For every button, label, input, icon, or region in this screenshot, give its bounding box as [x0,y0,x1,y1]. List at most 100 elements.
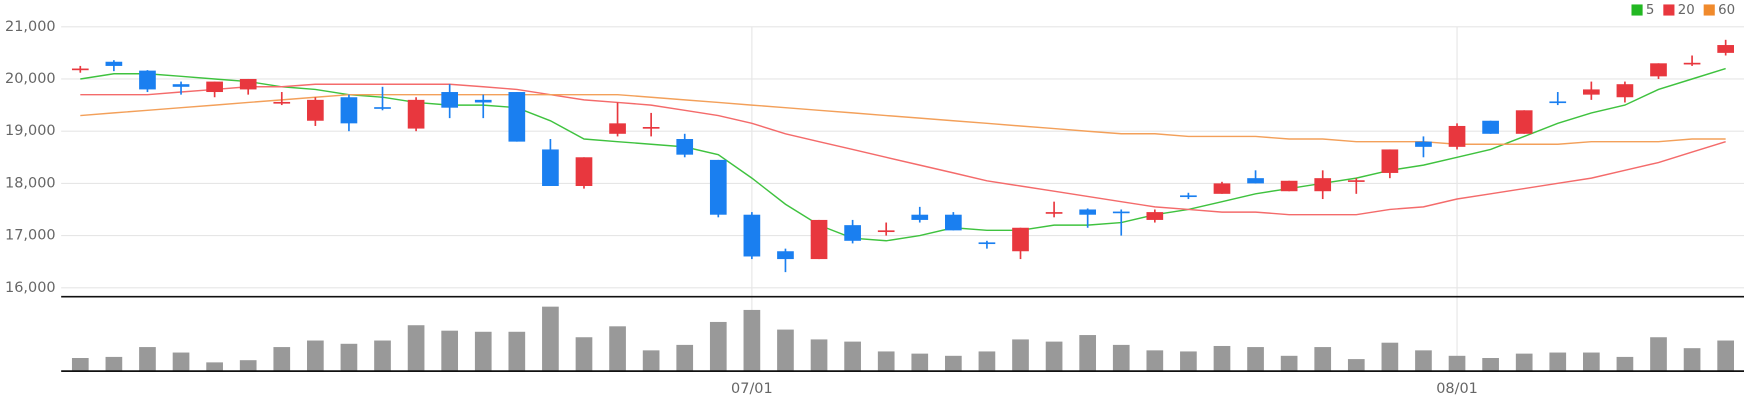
volume-bar [1347,359,1365,372]
candle-body [1180,195,1197,198]
volume-bar [1247,347,1264,372]
y-tick-label: 16,000 [5,280,56,296]
volume-bar [1683,348,1701,372]
volume-bar [877,351,895,372]
volume-bar [1448,355,1466,372]
grid: 16,000 17,000 18,000 19,000 20,000 21,000 07/0… [5,19,1744,397]
volume-bar [139,347,156,372]
volume-bar [172,352,190,372]
candle-body [172,84,190,87]
candle-body [743,214,761,257]
volume-bar [911,353,929,372]
legend-label: 60 [1718,3,1735,18]
candle-body [1347,180,1365,182]
candle-body [1616,84,1634,98]
moving-average-line [80,93,1726,145]
volume-bar [844,341,861,372]
volume-bar [474,331,492,372]
volume-bar [273,347,291,372]
candle-body [609,123,626,134]
volume-bar [1180,351,1197,372]
candle-body [1079,209,1097,215]
volume-bar [1650,337,1667,372]
marks [71,39,1735,372]
volume-bar [1717,340,1735,372]
volume-bar [1112,344,1130,372]
volume-bar [1012,339,1029,372]
volume-bar [374,340,391,372]
volume-bar [542,306,559,372]
candle-body [474,99,492,103]
volume-bar [575,337,593,372]
legend: 60 20 5 [1631,3,1735,18]
candle-body [1515,110,1533,134]
candle-body [1448,125,1466,147]
volume-bar [642,350,660,372]
candle-body [810,219,828,260]
candle-body [1415,141,1432,147]
volume-bar [407,325,425,372]
volume-bar [71,358,89,372]
candle-body [1549,101,1567,104]
volume-bar [1549,352,1567,372]
candle-body [1112,211,1130,214]
volume-bar [1583,352,1600,372]
candle-body [407,99,425,129]
candle-body [139,70,156,90]
candle-body [777,251,794,260]
moving-average-line [80,83,1726,216]
volume-bar [1213,345,1231,372]
legend-label: 20 [1678,3,1695,18]
x-tick-label: 07/01 [731,381,773,397]
candle-body [1583,89,1600,95]
x-tick-label: 08/01 [1436,381,1478,397]
candle-body [1482,120,1499,134]
volume-bar [441,330,459,372]
y-tick-label: 18,000 [5,175,56,191]
candle-body [1146,212,1164,220]
y-tick-label: 21,000 [5,19,56,35]
volume-bar [978,351,996,372]
volume-bar [945,355,962,372]
volume-bar [1314,347,1332,372]
volume-bar [1515,353,1533,372]
volume-bar [709,321,727,372]
volume-bar [609,326,626,372]
y-tick-label: 19,000 [5,123,56,139]
volume-bar [777,329,794,372]
y-tick-label: 20,000 [5,71,56,87]
candle-body [1280,180,1298,192]
candle-body [441,92,459,108]
legend-label: 5 [1646,3,1654,18]
volume-bar [239,360,257,372]
legend-swatch [1631,4,1643,16]
candle-body [1213,183,1231,194]
candle-body [709,159,727,215]
volume-bar [307,340,324,372]
candle-body [1314,178,1332,192]
volume-bar [508,331,526,372]
volume-bar [1482,358,1499,372]
candle-body [642,127,660,129]
volume-bar [1079,335,1097,372]
legend-swatch [1663,4,1675,16]
candle-body [945,214,962,231]
candle-body [1683,62,1701,65]
candle-body [911,214,929,220]
candle-body [1247,178,1264,184]
candle-body [239,78,257,90]
y-tick-label: 17,000 [5,228,56,244]
volume-bar [1381,342,1399,372]
volume-bar [206,362,223,372]
candle-body [676,139,694,155]
candle-body [273,101,291,104]
volume-bar [810,339,828,372]
candle-body [877,230,895,233]
candle-body [374,107,391,109]
candle-body [575,157,593,186]
candle-body [1381,149,1399,173]
candle-body [340,97,358,124]
candle-body [105,61,123,66]
volume-bar [1045,341,1063,372]
